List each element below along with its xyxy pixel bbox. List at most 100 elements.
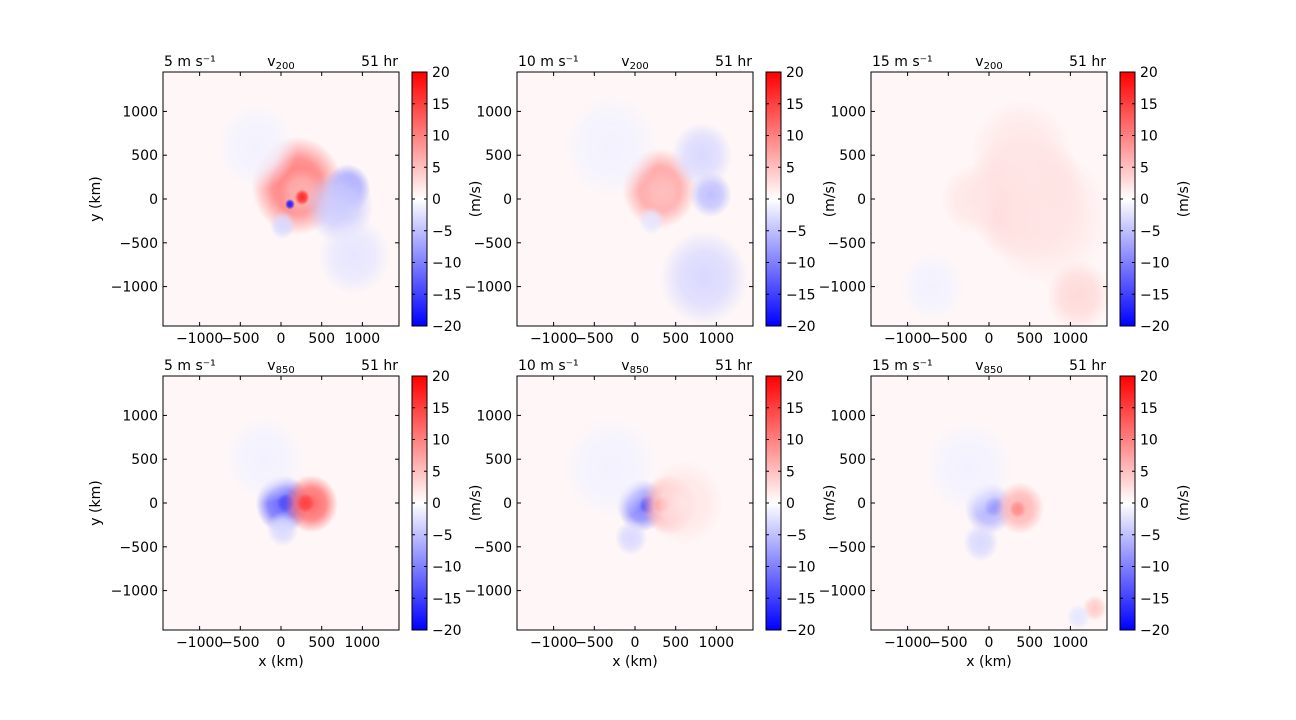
- field-feature: [659, 229, 749, 326]
- y-tick-label: 1000: [830, 408, 866, 424]
- y-tick-label: 1000: [122, 408, 158, 424]
- colorbar-tick-label: 10: [786, 129, 804, 145]
- colorbar-tick-label: 15: [786, 97, 804, 113]
- field-feature: [269, 211, 296, 240]
- colorbar-tick-label: 15: [432, 401, 450, 417]
- colorbar-tick-label: −20: [786, 319, 816, 335]
- colorbar-tick-label: −20: [1140, 319, 1170, 335]
- colorbar-tick-label: 20: [786, 369, 804, 385]
- y-tick-label: 500: [485, 148, 512, 164]
- x-tick-label: −1000: [884, 331, 931, 347]
- y-tick-label: 500: [131, 148, 158, 164]
- panel-center-title: v850: [975, 358, 1002, 376]
- x-axis-label: x (km): [966, 654, 1011, 670]
- colorbar-tick-label: −5: [432, 528, 453, 544]
- y-tick-label: 0: [857, 496, 866, 512]
- x-tick-label: 500: [1016, 331, 1043, 347]
- x-tick-label: −1000: [176, 635, 223, 651]
- colorbar-tick-label: −10: [432, 256, 462, 272]
- colorbar-label: (m/s): [468, 181, 484, 218]
- field-feature: [215, 102, 298, 191]
- colorbar-tick-label: −5: [786, 528, 807, 544]
- colorbar: 20 15 10 5 0 −5 −10 −15 −20 (m/s): [765, 65, 838, 335]
- x-tick-label: 0: [631, 635, 640, 651]
- y-tick-label: 500: [485, 452, 512, 468]
- colorbar-tick-label: 20: [432, 369, 450, 385]
- field-feature: [317, 216, 391, 296]
- colorbar-label: (m/s): [1176, 181, 1192, 218]
- panel-left-title: 10 m s⁻¹: [518, 358, 579, 374]
- panel-left-title: 5 m s⁻¹: [164, 358, 216, 374]
- colorbar: 20 15 10 5 0 −5 −10 −15 −20 (m/s): [411, 65, 484, 335]
- field-feature: [923, 419, 1014, 517]
- colorbar-tick-label: −10: [1140, 560, 1170, 576]
- colorbar-tick-label: −20: [432, 623, 462, 639]
- panel-left-title: 5 m s⁻¹: [164, 54, 216, 70]
- colorbar-tick-label: 15: [786, 401, 804, 417]
- y-tick-label: 1000: [476, 104, 512, 120]
- field-feature: [285, 199, 295, 210]
- colorbar-tick-label: 10: [1140, 433, 1158, 449]
- y-tick-label: −1000: [111, 280, 158, 296]
- x-tick-label: 0: [631, 331, 640, 347]
- panel-left-title: 10 m s⁻¹: [518, 54, 579, 70]
- colorbar: 20 15 10 5 0 −5 −10 −15 −20 (m/s): [1119, 65, 1192, 335]
- field: [517, 376, 753, 630]
- colorbar-tick-label: −15: [786, 591, 816, 607]
- colorbar-tick-label: 5: [786, 160, 795, 176]
- x-tick-label: 1000: [699, 635, 735, 651]
- y-tick-label: −500: [828, 236, 866, 252]
- y-tick-label: 1000: [476, 408, 512, 424]
- x-tick-label: −500: [575, 331, 613, 347]
- field-feature: [296, 493, 315, 513]
- field-feature: [643, 459, 725, 547]
- panel-right-title: 51 hr: [1069, 54, 1106, 70]
- colorbar-tick-label: −5: [786, 224, 807, 240]
- x-tick-label: 1000: [1053, 635, 1089, 651]
- panel-right-title: 51 hr: [715, 54, 752, 70]
- colorbar-tick-label: 0: [432, 192, 441, 208]
- colorbar-tick-label: −15: [786, 287, 816, 303]
- x-tick-label: −500: [221, 635, 259, 651]
- x-axis-label: x (km): [258, 654, 303, 670]
- field-feature: [640, 169, 684, 215]
- colorbar: 20 15 10 5 0 −5 −10 −15 −20 (m/s): [765, 369, 838, 639]
- colorbar-tick-label: 0: [1140, 192, 1149, 208]
- colorbar-label: (m/s): [1176, 485, 1192, 522]
- colorbar-tick-label: −20: [786, 623, 816, 639]
- colorbar-tick-label: 5: [1140, 464, 1149, 480]
- y-tick-label: 1000: [122, 104, 158, 120]
- field-feature: [1009, 500, 1026, 518]
- colorbar-tick-label: 20: [432, 65, 450, 81]
- x-tick-label: −1000: [884, 635, 931, 651]
- colorbar-tick-label: 15: [432, 97, 450, 113]
- colorbar-tick-label: −20: [432, 319, 462, 335]
- x-tick-label: −1000: [530, 331, 577, 347]
- y-tick-label: −1000: [111, 584, 158, 600]
- y-tick-label: −500: [474, 540, 512, 556]
- colorbar-tick-label: 0: [786, 496, 795, 512]
- colorbar-tick-label: 20: [1140, 65, 1158, 81]
- colorbar-tick-label: −5: [1140, 224, 1161, 240]
- x-tick-label: −1000: [530, 635, 577, 651]
- colorbar-tick-label: −15: [432, 287, 462, 303]
- x-tick-label: 0: [985, 635, 994, 651]
- field-feature: [614, 520, 648, 556]
- colorbar-tick-label: 5: [432, 160, 441, 176]
- colorbar-tick-label: −5: [432, 224, 453, 240]
- colorbar-tick-label: −5: [1140, 528, 1161, 544]
- panel-right-title: 51 hr: [361, 54, 398, 70]
- y-tick-label: 0: [149, 192, 158, 208]
- colorbar-tick-label: 5: [1140, 160, 1149, 176]
- panel-center-title: v200: [621, 54, 648, 72]
- x-tick-label: 1000: [1053, 331, 1089, 347]
- colorbar-tick-label: 0: [432, 496, 441, 512]
- colorbar-tick-label: 10: [1140, 129, 1158, 145]
- colorbar-label: (m/s): [468, 485, 484, 522]
- colorbar-tick-label: 20: [786, 65, 804, 81]
- x-tick-label: 0: [277, 331, 286, 347]
- field-feature: [224, 415, 306, 504]
- colorbar-label: (m/s): [822, 485, 838, 522]
